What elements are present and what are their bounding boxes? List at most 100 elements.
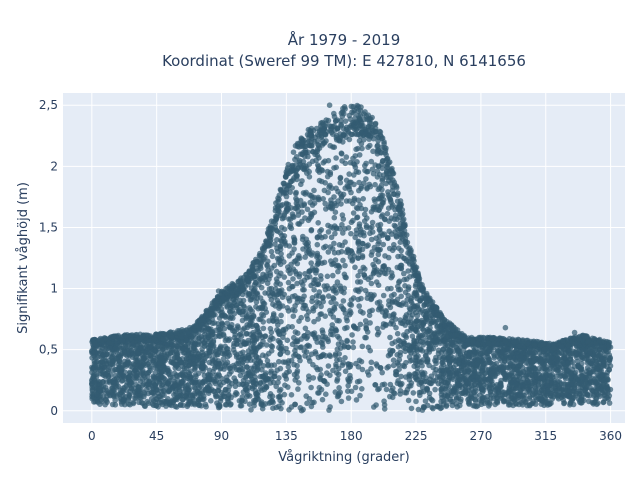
data-point bbox=[269, 398, 275, 405]
data-point bbox=[150, 402, 157, 409]
data-point bbox=[249, 376, 255, 383]
data-point bbox=[268, 248, 275, 255]
data-point bbox=[354, 379, 361, 385]
data-point bbox=[376, 207, 382, 213]
data-point bbox=[465, 359, 472, 366]
data-point bbox=[182, 384, 189, 390]
data-point bbox=[353, 397, 360, 403]
data-point bbox=[260, 373, 266, 379]
data-point bbox=[176, 339, 182, 346]
data-point bbox=[236, 381, 242, 388]
data-point bbox=[385, 352, 392, 359]
data-point bbox=[308, 192, 315, 199]
data-point bbox=[576, 380, 582, 387]
data-point bbox=[368, 296, 374, 303]
data-point bbox=[532, 350, 539, 356]
data-point bbox=[507, 362, 514, 369]
data-point bbox=[397, 387, 404, 394]
data-point bbox=[506, 383, 513, 389]
data-point bbox=[337, 179, 344, 186]
data-point bbox=[285, 308, 292, 314]
data-point bbox=[325, 249, 332, 255]
data-point bbox=[390, 385, 396, 392]
data-point bbox=[569, 359, 576, 365]
data-point bbox=[265, 267, 271, 274]
data-point bbox=[313, 267, 320, 274]
data-point bbox=[488, 395, 494, 401]
data-point bbox=[592, 380, 599, 387]
data-point bbox=[292, 401, 299, 408]
data-point bbox=[318, 273, 324, 279]
data-point bbox=[537, 358, 544, 365]
data-point bbox=[213, 378, 220, 384]
data-point bbox=[574, 358, 581, 365]
data-point bbox=[268, 343, 275, 349]
data-point bbox=[311, 187, 317, 194]
data-point bbox=[496, 382, 503, 388]
data-point bbox=[365, 291, 371, 298]
data-point bbox=[276, 256, 282, 262]
data-point bbox=[227, 324, 233, 331]
data-point bbox=[355, 145, 361, 152]
data-point bbox=[331, 165, 337, 171]
data-point bbox=[458, 396, 464, 403]
data-point bbox=[188, 337, 194, 344]
data-point bbox=[310, 280, 317, 287]
data-point bbox=[494, 370, 501, 377]
data-point bbox=[163, 353, 170, 360]
data-point bbox=[388, 215, 395, 221]
data-point bbox=[224, 320, 231, 327]
data-point bbox=[340, 305, 346, 312]
data-point bbox=[199, 337, 205, 343]
data-point bbox=[370, 170, 377, 177]
data-point bbox=[349, 250, 356, 256]
data-point bbox=[375, 282, 382, 289]
data-point bbox=[366, 181, 373, 188]
data-point bbox=[297, 344, 304, 351]
data-point bbox=[501, 398, 508, 404]
data-point bbox=[102, 371, 109, 377]
data-point bbox=[354, 214, 360, 221]
data-point bbox=[395, 301, 402, 308]
data-point bbox=[322, 200, 329, 207]
data-point bbox=[121, 396, 127, 402]
data-point bbox=[303, 393, 310, 399]
data-point bbox=[360, 196, 367, 202]
data-point bbox=[321, 244, 327, 251]
data-point bbox=[398, 373, 404, 380]
data-point bbox=[281, 233, 288, 239]
data-point bbox=[602, 355, 608, 361]
data-point bbox=[441, 329, 447, 336]
data-point bbox=[465, 352, 472, 358]
data-point bbox=[395, 344, 402, 350]
data-point bbox=[336, 385, 342, 391]
data-point bbox=[301, 333, 307, 339]
data-point bbox=[370, 148, 376, 155]
data-point bbox=[265, 362, 272, 369]
data-point bbox=[330, 314, 337, 320]
data-point bbox=[294, 362, 300, 369]
data-point bbox=[350, 295, 357, 301]
data-point bbox=[370, 261, 376, 268]
data-point bbox=[339, 362, 346, 369]
data-point bbox=[240, 303, 247, 309]
data-point bbox=[345, 382, 352, 389]
data-point bbox=[316, 259, 322, 266]
data-point bbox=[138, 344, 144, 351]
data-point bbox=[432, 357, 438, 364]
data-point bbox=[500, 365, 507, 372]
data-point bbox=[177, 401, 184, 408]
data-point bbox=[278, 405, 284, 412]
data-point bbox=[504, 371, 510, 377]
data-point bbox=[222, 401, 229, 408]
data-point bbox=[372, 181, 378, 188]
data-point bbox=[420, 373, 426, 380]
data-point bbox=[360, 310, 366, 316]
data-point bbox=[413, 318, 419, 325]
data-point bbox=[186, 371, 193, 377]
data-point bbox=[350, 339, 356, 345]
data-point bbox=[311, 318, 317, 325]
data-point bbox=[424, 385, 430, 392]
data-point bbox=[294, 337, 301, 344]
data-point bbox=[295, 212, 302, 218]
